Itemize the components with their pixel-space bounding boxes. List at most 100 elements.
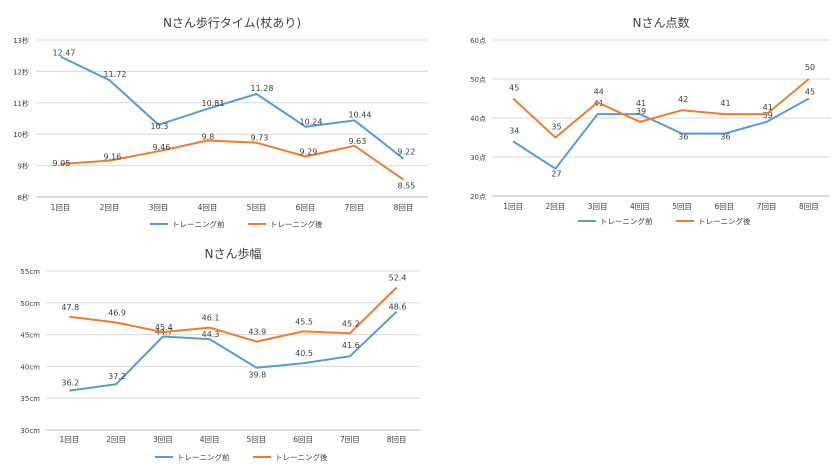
data-label: 9.22: [398, 148, 416, 157]
data-label: 48.6: [389, 303, 407, 312]
data-label: 41: [763, 103, 773, 112]
y-tick-label: 12秒: [13, 67, 29, 76]
chart-score: Nさん点数 20点 30点 40点 50点 60点 1回目 2回目 3回目 4回目 5回目 6回目 7回…: [470, 15, 830, 226]
y-tick-label: 13秒: [13, 36, 29, 45]
data-label: 50: [805, 63, 815, 72]
data-label: 37.2: [108, 372, 126, 381]
legend-label-1: トレーニング後: [275, 452, 328, 462]
x-tick-label: 2回目: [545, 202, 565, 211]
legend-label-0: トレーニング前: [172, 219, 225, 229]
x-tick-label: 7回目: [345, 203, 365, 212]
y-tick-label: 8秒: [18, 193, 29, 202]
x-tick-label: 1回目: [59, 435, 79, 444]
data-label: 12.47: [53, 49, 76, 58]
data-label: 45.4: [155, 323, 173, 332]
x-tick-label: 7回目: [757, 202, 777, 211]
data-label: 52.4: [389, 274, 407, 283]
x-tick-label: 6回目: [714, 202, 734, 211]
series-line-0: [69, 310, 398, 392]
data-label: 44.3: [202, 330, 220, 339]
data-label: 10.44: [349, 110, 372, 119]
data-label: 39: [763, 111, 773, 120]
x-tick-label: 3回目: [588, 202, 608, 211]
data-label: 10.3: [151, 122, 169, 131]
data-label: 41.6: [342, 341, 360, 350]
data-label: 45: [805, 88, 815, 97]
y-tick-label: 40cm: [20, 363, 40, 371]
y-tick-label: 11秒: [13, 99, 29, 108]
x-tick-label: 3回目: [149, 203, 169, 212]
chart-title: Nさん点数: [633, 15, 690, 30]
y-tick-label: 30点: [470, 154, 486, 162]
legend-label-1: トレーニング後: [270, 219, 323, 229]
data-label: 9.05: [53, 159, 71, 168]
data-label: 9.29: [300, 147, 318, 156]
data-label: 47.8: [61, 303, 79, 312]
x-tick-label: 5回目: [247, 203, 267, 212]
data-label: 43.9: [248, 328, 266, 337]
data-label: 45: [509, 84, 519, 93]
data-label: 34: [509, 126, 519, 135]
x-tick-label: 5回目: [246, 435, 266, 444]
data-label: 9.16: [104, 153, 122, 162]
legend-label-0: トレーニング前: [177, 452, 230, 462]
chart-time: Nさん歩行タイム(杖あり) 8秒 9秒 10秒 11秒 12秒 13秒 1回目 2回目 3回目 4回…: [13, 15, 428, 229]
data-label: 11.72: [104, 70, 127, 79]
chart-stride: Nさん歩幅 30cm 35cm 40cm 45cm 50cm 55cm 1回目 2回目 3回目 4回…: [20, 246, 420, 462]
data-label: 36.2: [61, 379, 79, 388]
data-label: 36: [678, 133, 688, 142]
y-tick-label: 50cm: [20, 300, 40, 308]
x-tick-label: 7回目: [340, 435, 360, 444]
data-label: 45.2: [342, 319, 360, 328]
y-tick-label: 45cm: [20, 332, 40, 340]
data-label: 44: [594, 87, 604, 96]
legend-label-1: トレーニング後: [698, 216, 751, 226]
x-tick-label: 3回目: [153, 435, 173, 444]
x-tick-label: 4回目: [198, 203, 218, 212]
data-label: 10.81: [202, 99, 225, 108]
series-line-0: [60, 55, 405, 160]
x-tick-label: 4回目: [630, 202, 650, 211]
data-label: 27: [551, 170, 561, 179]
data-label: 45.5: [295, 317, 313, 326]
data-label: 35: [551, 123, 561, 132]
x-tick-label: 2回目: [106, 435, 126, 444]
x-tick-label: 8回目: [387, 435, 407, 444]
data-label: 42: [678, 95, 688, 104]
y-tick-label: 30cm: [20, 427, 40, 435]
y-tick-label: 20点: [470, 193, 486, 201]
data-label: 46.1: [202, 314, 220, 323]
x-tick-label: 6回目: [293, 435, 313, 444]
chart-title: Nさん歩行タイム(杖あり): [163, 15, 301, 30]
data-label: 39.8: [248, 371, 266, 380]
y-tick-label: 9秒: [18, 162, 29, 171]
data-label: 39: [636, 107, 646, 116]
x-tick-label: 5回目: [672, 202, 692, 211]
series-line-0: [512, 97, 810, 170]
x-tick-label: 2回目: [100, 203, 120, 212]
data-label: 9.73: [251, 134, 269, 143]
data-label: 8.55: [398, 182, 416, 191]
data-label: 9.8: [202, 132, 215, 141]
y-tick-label: 35cm: [20, 395, 40, 403]
y-tick-label: 40点: [470, 115, 486, 123]
y-tick-label: 60点: [470, 37, 486, 45]
series-line-1: [512, 78, 810, 139]
chart-title: Nさん歩幅: [205, 246, 262, 261]
y-tick-label: 10秒: [13, 130, 29, 139]
x-tick-label: 1回目: [51, 203, 71, 212]
x-tick-label: 8回目: [799, 202, 819, 211]
series-line-1: [60, 139, 405, 181]
data-label: 9.46: [153, 143, 171, 152]
x-tick-label: 6回目: [296, 203, 316, 212]
data-label: 40.5: [295, 349, 313, 358]
legend-label-0: トレーニング前: [600, 216, 653, 226]
data-label: 41: [720, 99, 730, 108]
y-tick-label: 55cm: [20, 268, 40, 276]
x-tick-label: 8回目: [394, 203, 414, 212]
x-tick-label: 4回目: [200, 435, 220, 444]
y-tick-label: 50点: [470, 76, 486, 84]
data-label: 41: [636, 99, 646, 108]
data-label: 46.9: [108, 309, 126, 318]
